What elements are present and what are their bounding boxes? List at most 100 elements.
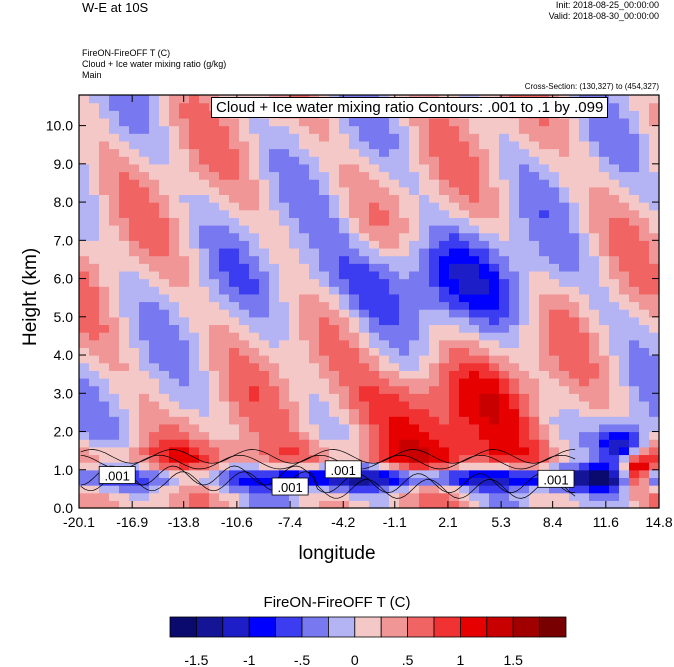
heatmap-cell [389,339,400,348]
heatmap-cell [489,263,500,272]
heatmap-cell [559,393,570,402]
heatmap-cell [639,309,650,318]
heatmap-cell [409,194,420,203]
heatmap-cell [149,286,160,295]
heatmap-cell [299,179,310,188]
y-tick-label: 3.0 [54,385,74,401]
heatmap-cell [469,194,480,203]
heatmap-cell [169,492,180,501]
heatmap-cell [139,286,150,295]
heatmap-cell [349,186,360,196]
heatmap-cell [609,362,620,371]
heatmap-cell [159,156,170,165]
heatmap-cell [239,385,250,394]
heatmap-cell [649,309,660,318]
heatmap-cell [649,286,660,295]
heatmap-cell [119,385,130,394]
heatmap-cell [309,400,320,410]
heatmap-cell [459,309,470,318]
heatmap-cell [539,339,550,348]
heatmap-cell [339,332,350,341]
heatmap-cell [469,400,480,410]
heatmap-cell [119,377,130,387]
heatmap-cell [359,416,370,425]
heatmap-cell [259,309,270,318]
heatmap-cell [79,316,90,326]
heatmap-cell [379,179,390,188]
heatmap-cell [389,423,400,433]
heatmap-cell [159,362,170,371]
heatmap-cell [239,492,250,501]
heatmap-cell [359,140,370,150]
heatmap-cell [589,255,600,264]
heatmap-cell [429,485,440,494]
heatmap-cell [559,194,570,203]
heatmap-cell [149,95,160,104]
heatmap-cell [579,332,590,341]
heatmap-cell [169,309,180,318]
heatmap-cell [649,362,660,371]
heatmap-cell [89,209,100,218]
heatmap-cell [129,263,140,272]
heatmap-cell [109,377,120,387]
heatmap-cell [359,286,370,295]
heatmap-cell [139,133,150,142]
heatmap-cell [139,408,150,417]
heatmap-cell [239,270,250,280]
heatmap-cell [569,125,580,134]
heatmap-cell [309,408,320,417]
heatmap-cell [119,179,130,188]
heatmap-cell [399,370,410,379]
heatmap-cell [249,393,260,402]
heatmap-cell [179,477,190,486]
heatmap-cell [489,416,500,425]
heatmap-cell [619,423,630,433]
heatmap-cell [609,209,620,218]
heatmap-cell [489,370,500,379]
heatmap-cell [589,217,600,226]
heatmap-cell [639,270,650,280]
heatmap-cell [299,171,310,180]
heatmap-cell [139,202,150,211]
heatmap-cell [179,347,190,356]
heatmap-cell [629,408,640,417]
heatmap-cell [299,263,310,272]
heatmap-cell [269,492,280,501]
heatmap-cell [309,377,320,387]
heatmap-cell [319,347,330,356]
heatmap-cell [569,423,580,433]
heatmap-cell [469,263,480,272]
heatmap-cell [179,370,190,379]
heatmap-cell [499,301,510,310]
heatmap-cell [349,485,360,494]
heatmap-cell [259,492,270,501]
heatmap-cell [249,446,260,456]
heatmap-cell [299,270,310,280]
heatmap-cell [519,255,530,264]
heatmap-cell [629,500,640,509]
heatmap-cell [649,324,660,333]
heatmap-cell [149,217,160,226]
heatmap-cell [569,171,580,180]
heatmap-cell [209,171,220,180]
heatmap-cell [439,469,450,479]
heatmap-cell [519,194,530,203]
heatmap-cell [499,332,510,341]
heatmap-cell [269,278,280,287]
heatmap-cell [189,255,200,264]
heatmap-cell [249,301,260,310]
heatmap-cell [379,270,390,280]
heatmap-cell [189,423,200,433]
heatmap-cell [119,140,130,150]
heatmap-cell [339,301,350,310]
heatmap-cell [149,225,160,234]
heatmap-cell [249,163,260,173]
heatmap-cell [99,163,110,173]
heatmap-cell [299,240,310,249]
heatmap-cell [159,186,170,196]
heatmap-cell [189,117,200,127]
heatmap-cell [489,194,500,203]
heatmap-cell [219,477,230,486]
heatmap-cell [179,309,190,318]
heatmap-cell [619,439,630,448]
